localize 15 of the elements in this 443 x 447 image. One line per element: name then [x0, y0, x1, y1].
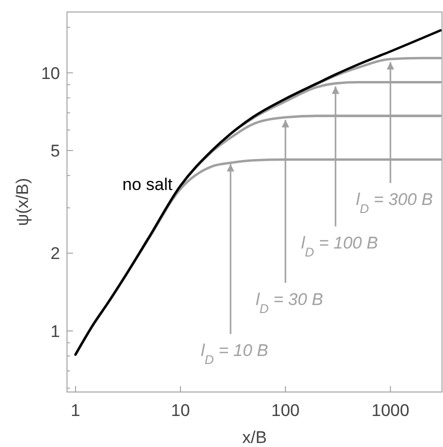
y-tick-label: 1 [50, 322, 60, 341]
annotation: l$_{D}$ = 30 B [256, 290, 324, 316]
annotation: l$_{D}$ = 300 B [356, 190, 433, 216]
annotation: l$_{D}$ = 10 B [200, 341, 268, 367]
x-axis-title: x/B [242, 428, 267, 447]
annotation: l$_{D}$ = 100 B [301, 233, 378, 259]
x-tick-label: 1000 [372, 401, 410, 420]
y-tick-label: 2 [50, 244, 60, 264]
y-tick-label: 5 [50, 142, 60, 161]
y-tick-label: 10 [41, 64, 60, 83]
series-label: no salt [122, 174, 173, 194]
x-tick-label: 10 [171, 401, 190, 420]
x-tick-label: 1 [70, 401, 80, 420]
y-axis-title: ψ(x/B) [13, 178, 32, 226]
x-tick-label: 100 [271, 401, 300, 420]
